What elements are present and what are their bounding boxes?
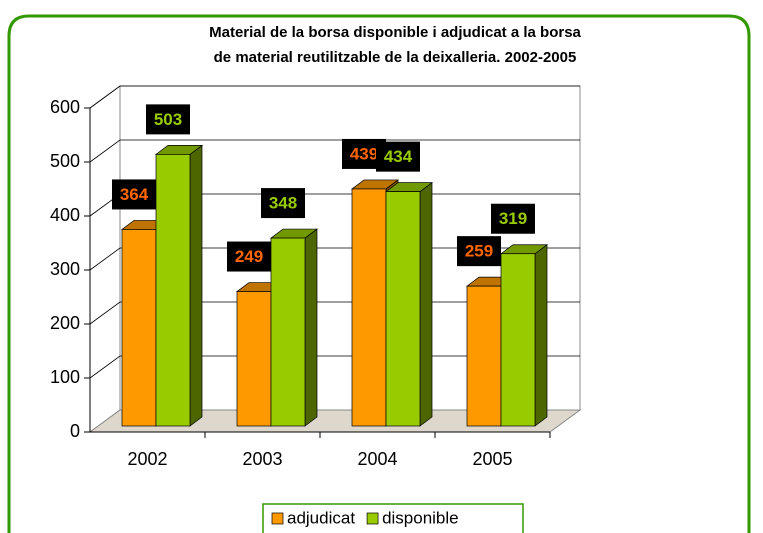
y-tick-label: 200	[50, 313, 80, 333]
bar-face	[189, 144, 203, 427]
data-label-box	[376, 141, 420, 172]
grid-line	[89, 85, 580, 109]
y-tick-label: 100	[50, 367, 80, 387]
data-label-box	[457, 236, 501, 267]
y-tick-label: 0	[70, 421, 80, 441]
y-tick-label: 400	[50, 205, 80, 225]
x-tick-label: 2005	[472, 449, 512, 469]
bar-face	[500, 253, 536, 427]
data-label: 364	[120, 185, 149, 204]
bar	[499, 244, 549, 427]
data-label-box	[227, 241, 271, 272]
bar-face	[385, 191, 421, 427]
legend-label: adjudicat	[287, 508, 355, 527]
data-label: 249	[235, 247, 263, 266]
data-label: 439	[350, 144, 378, 163]
data-label: 319	[499, 209, 527, 228]
data-label-box	[146, 104, 190, 135]
bar-face	[270, 237, 306, 427]
bar	[384, 181, 434, 427]
bar-face	[304, 228, 318, 427]
legend-swatch	[366, 512, 379, 525]
x-tick-label: 2003	[242, 449, 282, 469]
bar-face	[466, 285, 502, 427]
chart-title: Material de la borsa disponible i adjudi…	[209, 24, 581, 41]
bar	[269, 228, 319, 427]
y-tick-label: 600	[50, 97, 80, 117]
bar-face	[155, 154, 191, 427]
data-label: 434	[384, 147, 413, 166]
bar-face	[121, 229, 157, 427]
bar-face	[236, 291, 272, 427]
legend-swatch	[271, 512, 284, 525]
bar-face	[534, 244, 548, 427]
data-label: 348	[269, 194, 297, 213]
frame	[7, 14, 751, 533]
y-tick-label: 500	[50, 151, 80, 171]
legend-box	[262, 503, 524, 533]
data-label-box	[112, 179, 156, 210]
x-tick-label: 2002	[127, 449, 167, 469]
legend-label: disponible	[382, 508, 459, 527]
grid-line	[89, 139, 580, 163]
bar-face	[419, 181, 433, 427]
x-tick-label: 2004	[357, 449, 397, 469]
data-label-box	[261, 188, 305, 219]
bar-face	[351, 188, 387, 427]
y-tick-label: 300	[50, 259, 80, 279]
chart-title: de material reutilitzable de la deixalle…	[214, 49, 577, 66]
data-label-box	[491, 203, 535, 234]
bar	[154, 144, 204, 427]
data-label: 259	[465, 242, 493, 261]
data-label: 503	[154, 110, 182, 129]
